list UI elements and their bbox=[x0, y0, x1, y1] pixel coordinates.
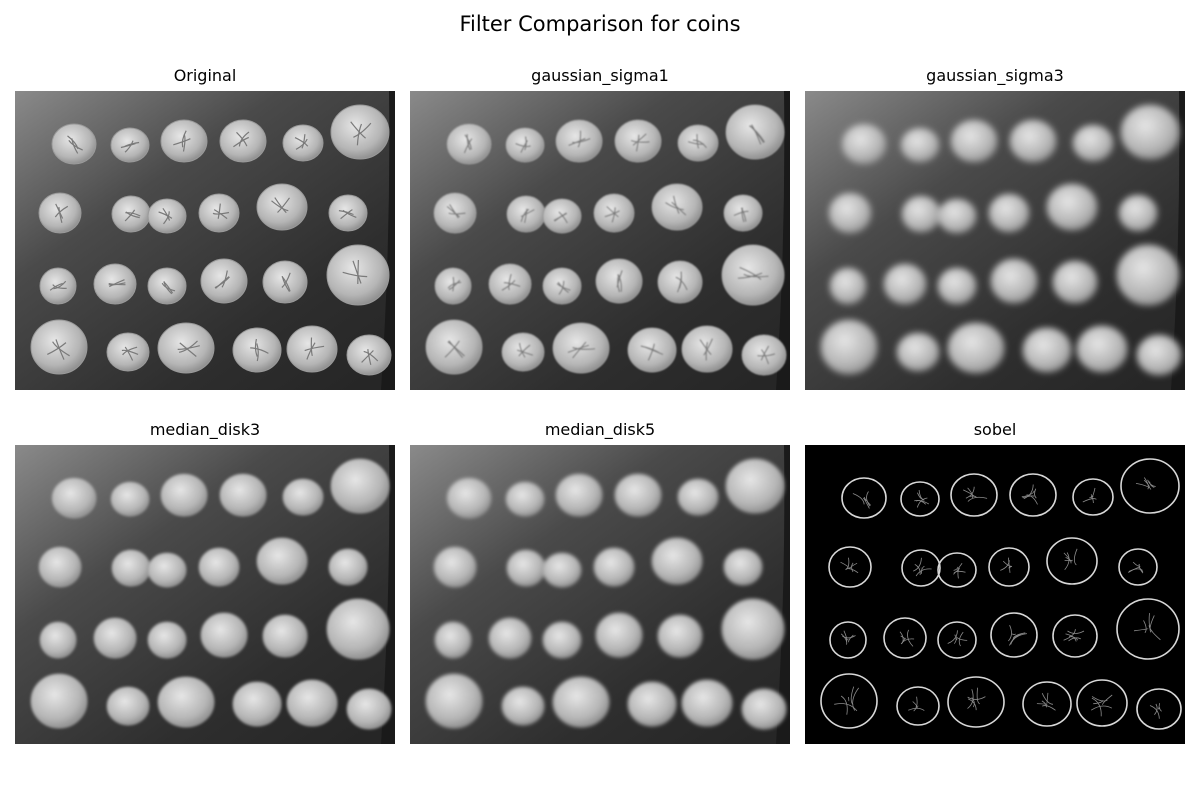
filtered-image bbox=[805, 445, 1185, 744]
coin bbox=[233, 328, 281, 372]
filtered-image bbox=[410, 445, 790, 744]
panel-image-original bbox=[15, 91, 395, 390]
coin bbox=[331, 459, 389, 513]
coin bbox=[553, 677, 609, 727]
coin bbox=[158, 677, 214, 727]
coin bbox=[502, 687, 544, 725]
coin bbox=[327, 599, 389, 659]
coin bbox=[257, 538, 307, 584]
panel-title-median5: median_disk5 bbox=[410, 420, 790, 440]
coin bbox=[1010, 120, 1056, 162]
coin bbox=[901, 128, 939, 162]
panel-image-sobel bbox=[805, 445, 1185, 744]
panel-title-gaussian3: gaussian_sigma3 bbox=[805, 66, 1185, 86]
coin bbox=[40, 268, 76, 304]
coin bbox=[263, 615, 307, 657]
coin bbox=[52, 124, 96, 164]
coin bbox=[594, 548, 634, 586]
coin bbox=[506, 482, 544, 516]
coin bbox=[726, 459, 784, 513]
coin bbox=[287, 680, 337, 726]
coin bbox=[722, 599, 784, 659]
coin bbox=[201, 613, 247, 657]
coin bbox=[40, 622, 76, 658]
panel-title-median3: median_disk3 bbox=[15, 420, 395, 440]
coin bbox=[722, 245, 784, 305]
coin bbox=[283, 125, 323, 161]
coin bbox=[31, 674, 87, 728]
coin bbox=[938, 199, 976, 233]
coin bbox=[434, 547, 476, 587]
coin bbox=[658, 615, 702, 657]
coin bbox=[615, 474, 661, 516]
coin bbox=[989, 194, 1029, 232]
panel-image-gaussian1 bbox=[410, 91, 790, 390]
coin bbox=[682, 680, 732, 726]
coin bbox=[596, 613, 642, 657]
coin bbox=[199, 548, 239, 586]
coin bbox=[161, 474, 207, 516]
coin bbox=[1047, 184, 1097, 230]
coin bbox=[884, 264, 926, 304]
coin bbox=[821, 320, 877, 374]
coin bbox=[830, 268, 866, 304]
coin bbox=[447, 478, 491, 518]
coin bbox=[1121, 105, 1179, 159]
panel-image-median5 bbox=[410, 445, 790, 744]
filtered-image bbox=[805, 91, 1185, 390]
coin bbox=[652, 538, 702, 584]
filtered-image bbox=[15, 445, 395, 744]
coin bbox=[902, 196, 940, 232]
coin bbox=[628, 682, 676, 726]
coin bbox=[1073, 125, 1113, 161]
coin bbox=[948, 323, 1004, 373]
coin bbox=[543, 553, 581, 587]
coin bbox=[829, 193, 871, 233]
panel-title-gaussian1: gaussian_sigma1 bbox=[410, 66, 790, 86]
coin bbox=[148, 622, 186, 658]
coin bbox=[94, 618, 136, 658]
coin bbox=[724, 549, 762, 585]
coin bbox=[263, 261, 307, 303]
coin bbox=[678, 479, 718, 515]
coin bbox=[347, 689, 391, 729]
coin bbox=[507, 550, 545, 586]
coin bbox=[951, 120, 997, 162]
coin bbox=[742, 689, 786, 729]
coin bbox=[1119, 195, 1157, 231]
coin bbox=[724, 195, 762, 231]
coin bbox=[1077, 326, 1127, 372]
coin bbox=[938, 268, 976, 304]
coin bbox=[426, 674, 482, 728]
coin bbox=[1053, 261, 1097, 303]
coin bbox=[556, 474, 602, 516]
coin bbox=[283, 479, 323, 515]
coin bbox=[220, 474, 266, 516]
figure-title: Filter Comparison for coins bbox=[0, 11, 1200, 37]
coin bbox=[1137, 335, 1181, 375]
panel-title-original: Original bbox=[15, 66, 395, 86]
coin bbox=[543, 268, 581, 304]
coin bbox=[148, 553, 186, 587]
coin bbox=[107, 687, 149, 725]
coin bbox=[112, 550, 150, 586]
coin bbox=[111, 482, 149, 516]
coin bbox=[1023, 328, 1071, 372]
coin bbox=[991, 259, 1037, 303]
panel-title-sobel: sobel bbox=[805, 420, 1185, 440]
coin bbox=[435, 622, 471, 658]
coin bbox=[52, 478, 96, 518]
coin bbox=[489, 618, 531, 658]
panel-image-gaussian3 bbox=[805, 91, 1185, 390]
coin bbox=[329, 549, 367, 585]
coin bbox=[842, 124, 886, 164]
filtered-image bbox=[410, 91, 790, 390]
panel-image-median3 bbox=[15, 445, 395, 744]
coin bbox=[39, 547, 81, 587]
coin bbox=[897, 333, 939, 371]
filtered-image bbox=[15, 91, 395, 390]
coin bbox=[233, 682, 281, 726]
coin bbox=[1117, 245, 1179, 305]
coin bbox=[543, 622, 581, 658]
